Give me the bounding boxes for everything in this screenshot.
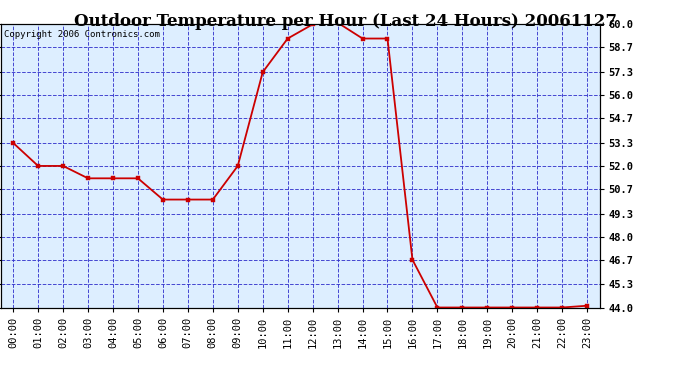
Text: Outdoor Temperature per Hour (Last 24 Hours) 20061127: Outdoor Temperature per Hour (Last 24 Ho… <box>74 13 616 30</box>
Text: Copyright 2006 Contronics.com: Copyright 2006 Contronics.com <box>3 30 159 39</box>
